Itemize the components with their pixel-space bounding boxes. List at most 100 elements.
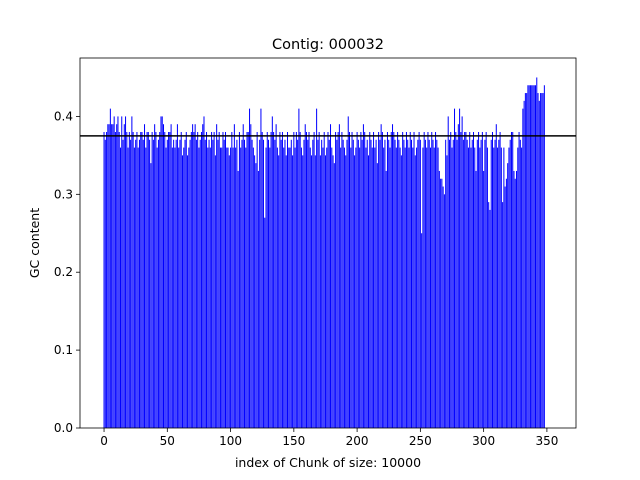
bar bbox=[509, 139, 511, 429]
bar bbox=[146, 132, 148, 428]
bar bbox=[183, 147, 185, 428]
bar bbox=[185, 132, 187, 428]
x-tick-label: 300 bbox=[472, 434, 495, 448]
bar bbox=[535, 85, 537, 428]
y-axis-label: GC content bbox=[27, 208, 42, 278]
bar bbox=[289, 147, 291, 428]
bar bbox=[279, 132, 281, 428]
bar bbox=[107, 124, 109, 429]
bar bbox=[409, 132, 411, 428]
bar bbox=[174, 147, 176, 428]
bar bbox=[513, 170, 515, 428]
bar bbox=[270, 132, 272, 428]
bar bbox=[478, 132, 480, 428]
bar bbox=[437, 147, 439, 428]
bar bbox=[193, 132, 195, 428]
bar bbox=[440, 178, 442, 428]
bar bbox=[294, 147, 296, 428]
bar bbox=[407, 139, 409, 429]
bar bbox=[262, 139, 264, 429]
bar bbox=[179, 139, 181, 429]
bar bbox=[156, 147, 158, 428]
bar bbox=[447, 116, 449, 429]
bar bbox=[326, 147, 328, 428]
bar bbox=[150, 163, 152, 428]
bar bbox=[342, 139, 344, 429]
bar bbox=[361, 139, 363, 429]
bar bbox=[256, 132, 258, 428]
bar bbox=[427, 132, 429, 428]
bar bbox=[204, 139, 206, 429]
bar bbox=[319, 155, 321, 428]
bar bbox=[160, 116, 162, 429]
bar bbox=[113, 116, 115, 429]
bar bbox=[227, 147, 229, 428]
bar bbox=[274, 139, 276, 429]
bar bbox=[390, 132, 392, 428]
bar bbox=[428, 139, 430, 429]
bar bbox=[384, 139, 386, 429]
bar bbox=[394, 139, 396, 429]
bar bbox=[144, 124, 146, 429]
bar bbox=[490, 139, 492, 429]
bar bbox=[316, 108, 318, 428]
bar bbox=[251, 139, 253, 429]
bar bbox=[527, 85, 529, 428]
bar bbox=[416, 147, 418, 428]
bar bbox=[140, 132, 142, 428]
bar bbox=[187, 155, 189, 428]
bar bbox=[228, 155, 230, 428]
bar bbox=[188, 147, 190, 428]
bar bbox=[467, 147, 469, 428]
bar bbox=[524, 93, 526, 429]
bar bbox=[283, 147, 285, 428]
bar bbox=[516, 170, 518, 428]
bar bbox=[246, 132, 248, 428]
bar bbox=[211, 132, 213, 428]
bar bbox=[223, 139, 225, 429]
bar bbox=[495, 124, 497, 429]
bar bbox=[189, 139, 191, 429]
bar bbox=[252, 147, 254, 428]
bar bbox=[481, 132, 483, 428]
bar bbox=[379, 139, 381, 429]
bar bbox=[359, 147, 361, 428]
bar bbox=[389, 147, 391, 428]
bar bbox=[338, 124, 340, 429]
bar bbox=[498, 139, 500, 429]
bar bbox=[341, 132, 343, 428]
bar bbox=[455, 132, 457, 428]
bar bbox=[469, 132, 471, 428]
bar bbox=[118, 132, 120, 428]
bar bbox=[529, 85, 531, 428]
bar bbox=[499, 132, 501, 428]
bar bbox=[505, 178, 507, 428]
bar bbox=[405, 132, 407, 428]
bar bbox=[271, 116, 273, 429]
bar bbox=[235, 147, 237, 428]
bar bbox=[157, 139, 159, 429]
bar bbox=[364, 132, 366, 428]
bar bbox=[249, 108, 251, 428]
bar bbox=[293, 132, 295, 428]
bar bbox=[512, 132, 514, 428]
bar bbox=[226, 147, 228, 428]
bar bbox=[108, 124, 110, 429]
bar bbox=[413, 132, 415, 428]
y-axis-ticks: 0.0 0.1 0.2 0.3 0.4 bbox=[54, 109, 80, 435]
bar bbox=[175, 139, 177, 429]
bar bbox=[402, 132, 404, 428]
bar bbox=[176, 124, 178, 429]
bar bbox=[542, 93, 544, 429]
bar bbox=[355, 147, 357, 428]
bar bbox=[233, 124, 235, 429]
bar bbox=[307, 139, 309, 429]
bar bbox=[476, 139, 478, 429]
bar bbox=[504, 186, 506, 428]
bar bbox=[519, 139, 521, 429]
bar bbox=[452, 139, 454, 429]
bar bbox=[194, 124, 196, 429]
bar bbox=[340, 147, 342, 428]
bar bbox=[392, 124, 394, 429]
bar bbox=[333, 163, 335, 428]
